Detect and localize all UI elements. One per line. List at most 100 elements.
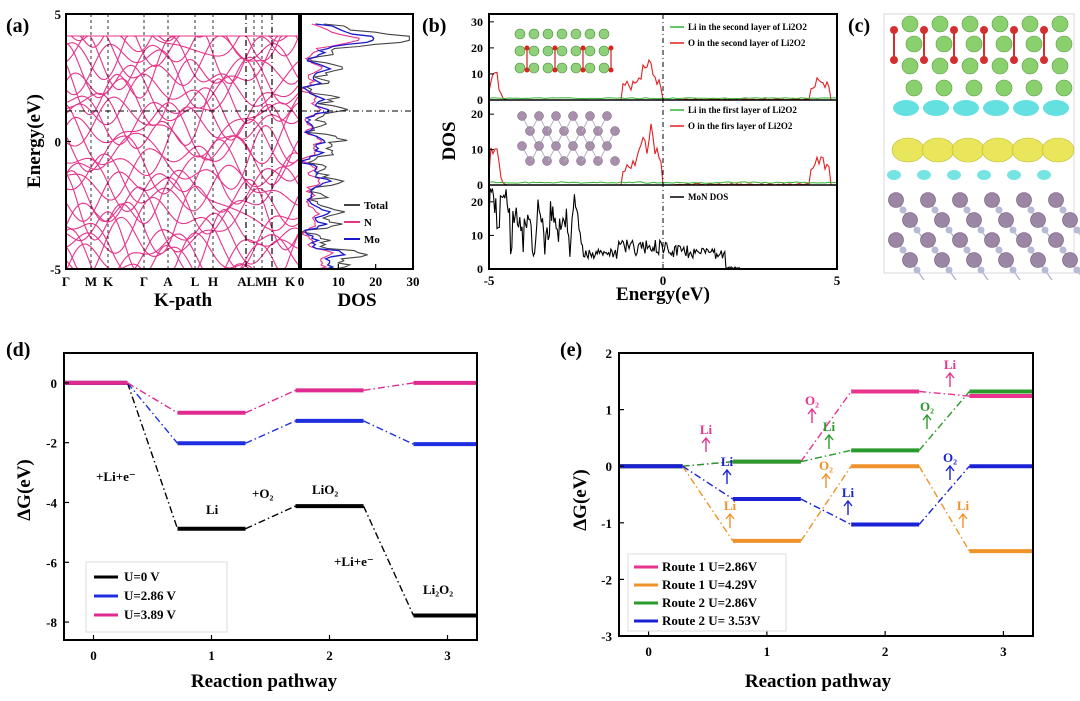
charge-accumulation-lobe bbox=[1011, 137, 1045, 163]
panel-a-label: (a) bbox=[6, 15, 29, 37]
panel-d-label: (d) bbox=[6, 339, 30, 361]
charge-depletion-lobe bbox=[977, 170, 991, 180]
mo-atom bbox=[952, 192, 968, 208]
panel-c: (c) bbox=[848, 13, 1080, 281]
connector-2-2 bbox=[363, 382, 414, 392]
band-line bbox=[65, 170, 299, 255]
e-legend: Route 1 U=2.86V Route 1 U=4.29V Route 2 … bbox=[627, 553, 787, 632]
panel-e: (e) ΔG(eV) Reaction pathway 0 1 2 3 2 1 0 -1 -2 -… bbox=[560, 339, 1034, 692]
e-ann-label-8: O₂ bbox=[920, 399, 934, 414]
e-ann-arrowhead-5 bbox=[821, 472, 831, 480]
n-atom bbox=[963, 246, 971, 254]
e-frame bbox=[618, 352, 1034, 637]
e-legend-r2b-text: Route 2 U= 3.53V bbox=[662, 613, 761, 628]
mo-atom bbox=[1048, 192, 1064, 208]
pdos-y-label: DOS bbox=[439, 121, 460, 160]
e-ann-label-3: O₂ bbox=[805, 393, 819, 408]
connector-0-2 bbox=[919, 390, 970, 397]
pdos-x-label: Energy(eV) bbox=[616, 284, 710, 305]
y-tick-label: 2 bbox=[606, 346, 613, 361]
charge-depletion-lobe bbox=[893, 100, 919, 116]
pdos-y-tick-label: 0 bbox=[477, 178, 483, 192]
li-atom bbox=[1055, 35, 1073, 53]
o-atom bbox=[524, 67, 530, 73]
kpoint-dividers bbox=[90, 14, 273, 269]
e-y-label: ΔG(eV) bbox=[570, 469, 591, 531]
charge-depletion-lobe bbox=[917, 170, 931, 180]
o-atom bbox=[980, 56, 988, 64]
e-ann-arrowhead-2 bbox=[725, 512, 735, 520]
e-ann-label-6: Li bbox=[842, 485, 855, 500]
o-atom bbox=[1010, 56, 1018, 64]
n-atom bbox=[1027, 206, 1035, 214]
li-atom bbox=[542, 45, 554, 57]
band-line bbox=[65, 212, 299, 270]
li-atom bbox=[542, 28, 554, 40]
pdos-y-tick-label: 30 bbox=[471, 15, 483, 29]
charge-accumulation-lobe bbox=[891, 137, 925, 163]
dos-n-curve bbox=[300, 23, 360, 270]
mo-atom bbox=[984, 232, 1000, 248]
mo-atom bbox=[920, 232, 936, 248]
x-tick-label: 2 bbox=[326, 648, 333, 663]
pdos-y-tick-label: 20 bbox=[471, 41, 483, 55]
band-x-tick-label: LM bbox=[247, 274, 268, 289]
pdos-x-tick-label: -5 bbox=[484, 273, 495, 288]
charge-depletion-lobe bbox=[887, 170, 901, 180]
d-ann-li-e: +Li+e⁻ bbox=[96, 469, 136, 484]
d-ann-li: Li bbox=[206, 502, 219, 517]
e-ann-label-9: O₂ bbox=[943, 450, 957, 465]
o-atom bbox=[950, 56, 958, 64]
pdos-y-tick-label: 0 bbox=[477, 93, 483, 107]
n-atom bbox=[1009, 226, 1017, 234]
e-legend-r1b-text: Route 1 U=4.29V bbox=[662, 577, 758, 592]
charge-depletion-lobe bbox=[953, 100, 979, 116]
mo-atom bbox=[610, 126, 620, 136]
li-atom bbox=[514, 62, 526, 74]
mo-atom bbox=[1062, 212, 1078, 228]
band-line bbox=[65, 145, 299, 205]
y-tick-label: 0 bbox=[606, 459, 613, 474]
connector-2-0 bbox=[682, 460, 733, 467]
legend-li-second-text: Li in the second layer of Li2O2 bbox=[688, 22, 807, 32]
n-atom bbox=[1073, 266, 1080, 274]
mo-atom bbox=[934, 212, 950, 228]
mo-atom bbox=[934, 252, 950, 268]
mo-atom bbox=[888, 192, 904, 208]
charge-accumulation-lobe bbox=[951, 137, 985, 163]
pdos-y-tick-label: 10 bbox=[471, 228, 483, 242]
connector-3-1 bbox=[800, 498, 852, 526]
band-line bbox=[65, 116, 299, 195]
legend-total-text: Total bbox=[364, 200, 388, 212]
charge-depletion-lobe bbox=[1013, 100, 1039, 116]
e-ann-arrowhead-7 bbox=[945, 371, 955, 379]
dos-x-ticks: 0 10 20 30 bbox=[298, 264, 420, 289]
pdos-curves bbox=[488, 58, 838, 269]
li-atom bbox=[570, 62, 582, 74]
n-atom bbox=[899, 246, 907, 254]
n-atom bbox=[995, 246, 1003, 254]
li-atom bbox=[598, 45, 610, 57]
li-atom bbox=[514, 28, 526, 40]
charge-depletion-lobe bbox=[1037, 170, 1051, 180]
o-atom bbox=[1040, 26, 1048, 34]
band-y-ticks: 5 0 -5 bbox=[50, 7, 71, 277]
n-atom bbox=[931, 246, 939, 254]
pdos-x-tick-label: 5 bbox=[834, 273, 841, 288]
band-y-tick-label: 0 bbox=[55, 135, 62, 150]
mo-atom bbox=[1030, 212, 1046, 228]
panel-a: (a) 50-5 Γ M K Γ A L H A LM H K Energy(eV) K-path … bbox=[6, 7, 420, 311]
n-atom bbox=[899, 206, 907, 214]
e-ann-label-0: Li bbox=[700, 422, 713, 437]
li-atom bbox=[584, 28, 596, 40]
connector-1-1 bbox=[800, 465, 852, 542]
li-atom bbox=[514, 45, 526, 57]
mo-atom bbox=[902, 212, 918, 228]
e-ann-arrowhead-3 bbox=[807, 407, 817, 415]
pdos-mon-curve bbox=[488, 188, 740, 269]
band-x-tick-label: M bbox=[85, 274, 97, 289]
panel-d: (d) ΔG(eV) Reaction pathway 0 1 2 3 0 -2 -4 -6 -… bbox=[6, 339, 478, 692]
band-x-tick-label: K bbox=[103, 274, 114, 289]
